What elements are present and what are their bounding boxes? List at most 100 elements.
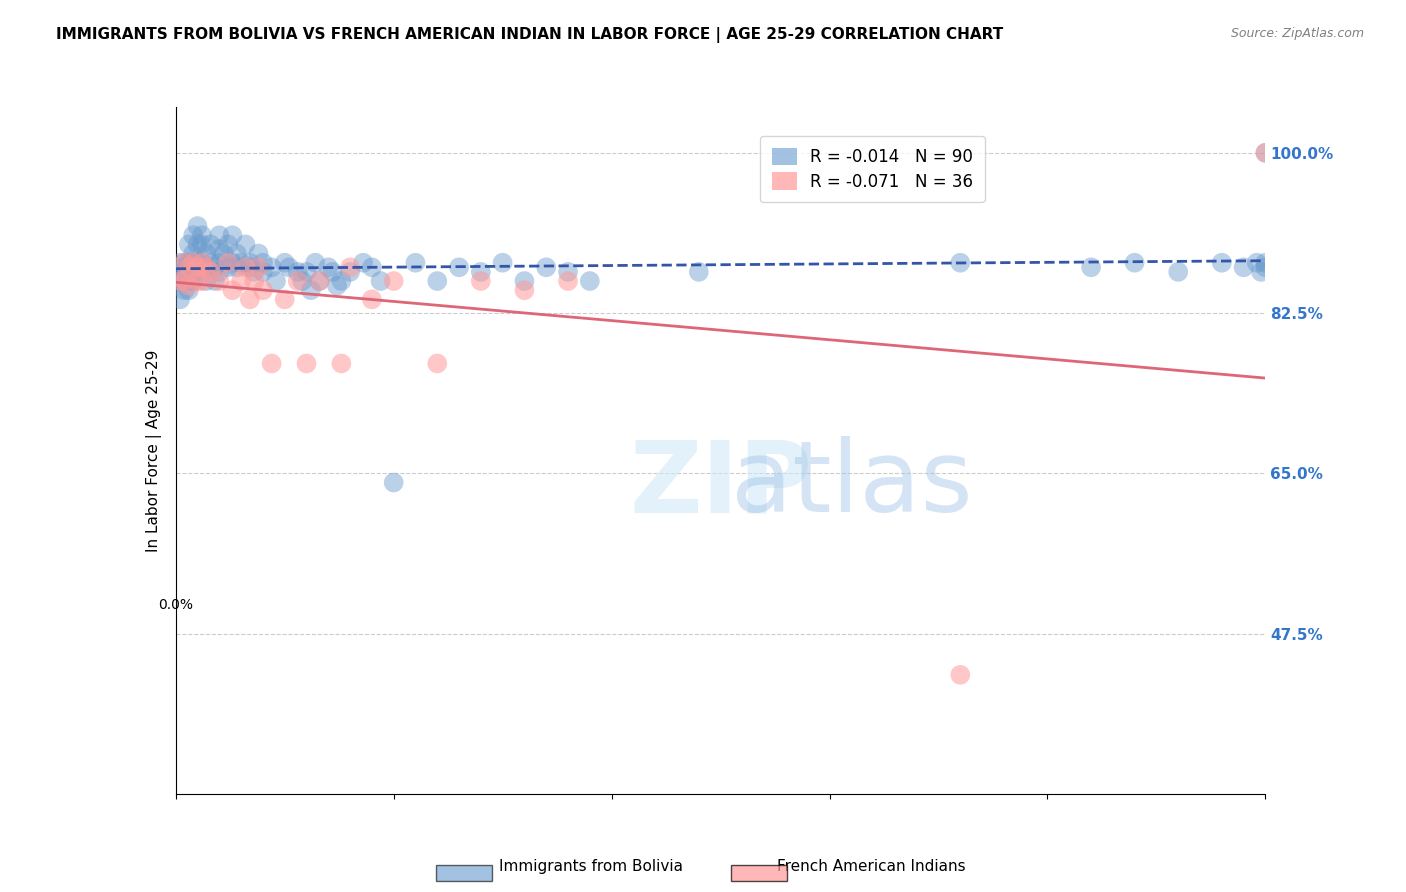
Point — [200, 237, 222, 252]
Point — [173, 274, 195, 288]
Point — [181, 246, 204, 260]
Point — [247, 260, 270, 275]
Point — [173, 256, 195, 270]
Point — [1254, 145, 1277, 160]
Point — [186, 256, 209, 270]
Point — [204, 260, 226, 275]
Point — [1080, 260, 1102, 275]
Y-axis label: In Labor Force | Age 25-29: In Labor Force | Age 25-29 — [146, 350, 162, 551]
Point — [304, 256, 326, 270]
Point — [177, 237, 200, 252]
Point — [225, 260, 247, 275]
Point — [208, 274, 231, 288]
Point — [239, 260, 262, 275]
Point — [688, 265, 710, 279]
Point — [426, 356, 449, 370]
Point — [217, 256, 239, 270]
Point — [217, 237, 239, 252]
Point — [252, 265, 274, 279]
Point — [217, 260, 239, 275]
Point — [181, 256, 204, 270]
Point — [191, 265, 214, 279]
Point — [1254, 256, 1277, 270]
Point — [231, 274, 253, 288]
Text: Immigrants from Bolivia: Immigrants from Bolivia — [499, 859, 682, 874]
Point — [221, 256, 243, 270]
Point — [534, 260, 557, 275]
Legend: R = -0.014   N = 90, R = -0.071   N = 36: R = -0.014 N = 90, R = -0.071 N = 36 — [761, 136, 984, 202]
Point — [191, 256, 214, 270]
Point — [492, 256, 515, 270]
Point — [470, 274, 492, 288]
Point — [949, 668, 972, 682]
Point — [208, 256, 231, 270]
Point — [557, 265, 579, 279]
Point — [169, 274, 191, 288]
Text: French American Indians: French American Indians — [778, 859, 966, 874]
Point — [1254, 260, 1277, 275]
Text: 0.0%: 0.0% — [159, 599, 193, 612]
Point — [169, 256, 191, 270]
Point — [191, 237, 214, 252]
Point — [326, 278, 349, 293]
Point — [264, 274, 287, 288]
Point — [243, 265, 266, 279]
Point — [181, 274, 204, 288]
Point — [295, 265, 318, 279]
Point — [191, 228, 214, 243]
Point — [186, 265, 209, 279]
Point — [360, 293, 382, 307]
Point — [195, 260, 218, 275]
Point — [208, 228, 231, 243]
Point — [299, 283, 322, 297]
Point — [447, 260, 470, 275]
Point — [173, 274, 195, 288]
Point — [186, 274, 209, 288]
Point — [1246, 256, 1268, 270]
Point — [235, 237, 257, 252]
Point — [200, 265, 222, 279]
Point — [278, 260, 301, 275]
Point — [1167, 265, 1189, 279]
Point — [579, 274, 602, 288]
Point — [169, 293, 191, 307]
Point — [382, 274, 405, 288]
Text: Source: ZipAtlas.com: Source: ZipAtlas.com — [1230, 27, 1364, 40]
Point — [200, 256, 222, 270]
Point — [195, 274, 218, 288]
Point — [318, 260, 340, 275]
Point — [308, 274, 330, 288]
Point — [181, 256, 204, 270]
Point — [231, 256, 253, 270]
Text: ZIP: ZIP — [628, 436, 813, 533]
Point — [235, 260, 257, 275]
Point — [1211, 256, 1233, 270]
Point — [221, 228, 243, 243]
Point — [513, 283, 536, 297]
Point — [195, 260, 218, 275]
Point — [191, 274, 214, 288]
Point — [1254, 145, 1277, 160]
Point — [360, 260, 382, 275]
Point — [330, 356, 353, 370]
Point — [557, 274, 579, 288]
Point — [173, 256, 195, 270]
Text: IMMIGRANTS FROM BOLIVIA VS FRENCH AMERICAN INDIAN IN LABOR FORCE | AGE 25-29 COR: IMMIGRANTS FROM BOLIVIA VS FRENCH AMERIC… — [56, 27, 1004, 43]
Point — [295, 356, 318, 370]
Point — [513, 274, 536, 288]
Point — [169, 274, 191, 288]
Point — [212, 246, 235, 260]
Point — [173, 260, 195, 275]
Point — [470, 265, 492, 279]
Point — [186, 219, 209, 233]
Point — [247, 246, 270, 260]
Point — [291, 274, 314, 288]
Point — [370, 274, 392, 288]
Point — [204, 274, 226, 288]
Point — [177, 256, 200, 270]
Point — [274, 293, 297, 307]
Point — [322, 265, 344, 279]
Point — [177, 260, 200, 275]
Point — [181, 228, 204, 243]
Point — [1232, 260, 1256, 275]
